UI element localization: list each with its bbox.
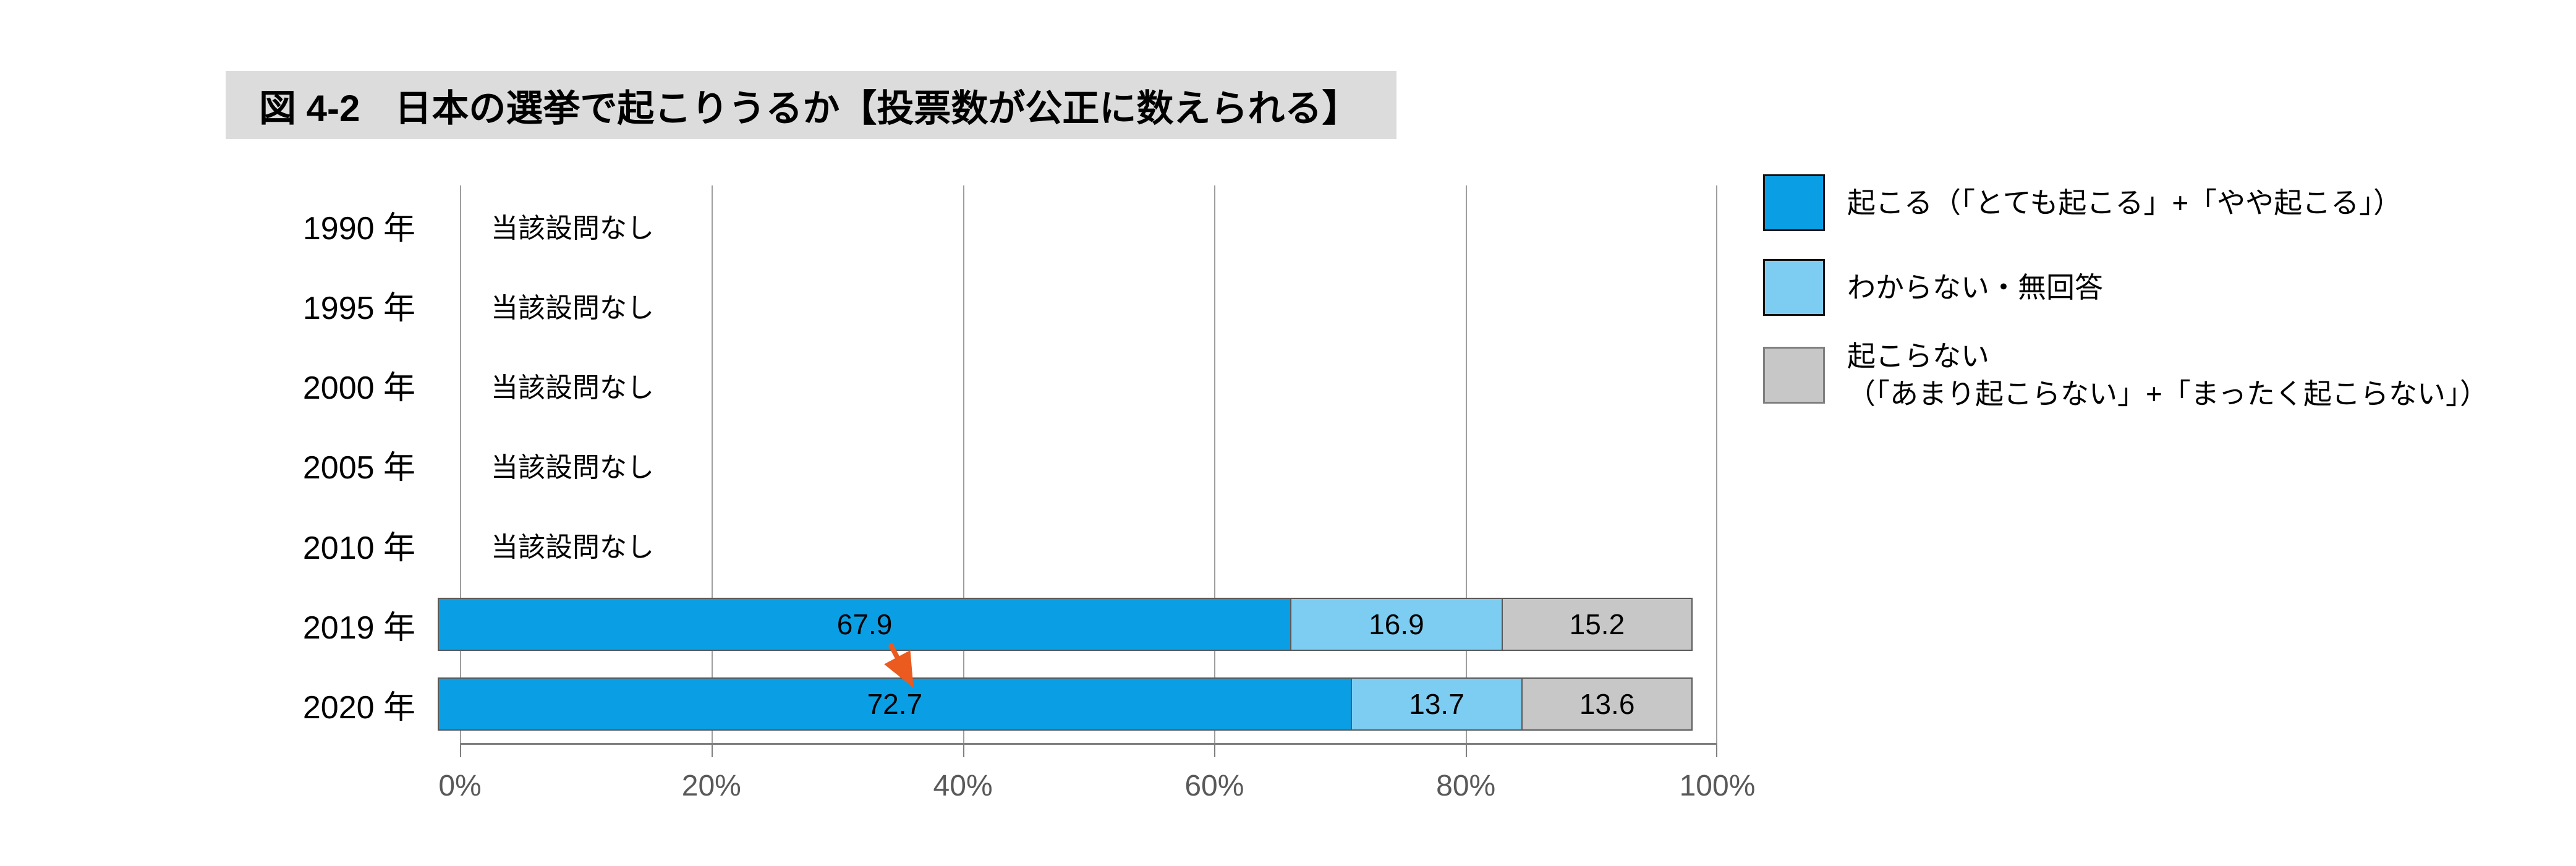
x-axis-tick xyxy=(1466,745,1468,757)
year-label: 2020 年 xyxy=(302,689,415,726)
year-label: 1990 年 xyxy=(302,211,415,247)
bar-value: 13.7 xyxy=(1409,688,1464,721)
chart-row-2005: 2005 年 当該設問なし xyxy=(0,425,1717,504)
gridline-100 xyxy=(1716,185,1717,744)
bar-value: 16.9 xyxy=(1369,608,1424,641)
bar-value: 15.2 xyxy=(1569,608,1625,641)
chart-row-2000: 2000 年 当該設問なし xyxy=(0,345,1717,425)
x-axis-tick xyxy=(1214,745,1216,757)
x-tick-label-100: 100% xyxy=(1679,770,1756,802)
legend-label-nothappen: 起こらない （「あまり起こらない」+「まったく起こらない」） xyxy=(1847,337,2488,412)
plot-area xyxy=(460,185,1717,757)
year-label: 2019 年 xyxy=(302,609,415,646)
legend-label-dontknow: わからない・無回答 xyxy=(1847,271,2103,304)
bar-segment-nothappen: 15.2 xyxy=(1501,598,1693,652)
no-data-label: 当該設問なし xyxy=(491,372,654,403)
year-label: 2000 年 xyxy=(302,370,415,407)
chart-title: 日本の選挙で起こりうるか【投票数が公正に数えられる】 xyxy=(394,87,1359,129)
chart-row-1995: 1995 年 当該設問なし xyxy=(0,265,1717,345)
legend-item-nothappen: 起こらない （「あまり起こらない」+「まったく起こらない」） xyxy=(1763,337,2488,412)
x-tick-label-80: 80% xyxy=(1436,770,1496,802)
stacked-bar-2019: 67.9 16.9 15.2 xyxy=(438,598,1695,652)
legend-item-dontknow: わからない・無回答 xyxy=(1763,259,2103,316)
legend-label-happen: 起こる（「とても起こる」+「やや起こる」） xyxy=(1847,186,2402,219)
figure-number: 図 4-2 xyxy=(259,87,360,129)
x-axis-line xyxy=(460,743,1717,745)
chart-row-1990: 1990 年 当該設問なし xyxy=(0,185,1717,265)
bar-segment-happen: 72.7 xyxy=(438,677,1352,731)
legend-item-happen: 起こる（「とても起こる」+「やや起こる」） xyxy=(1763,174,2402,231)
x-axis-tick xyxy=(1716,745,1717,757)
chart-title-bar: 図 4-2 日本の選挙で起こりうるか【投票数が公正に数えられる】 xyxy=(226,71,1396,139)
bar-value: 67.9 xyxy=(836,608,893,641)
x-tick-label-20: 20% xyxy=(681,770,741,802)
legend-swatch-dontknow xyxy=(1763,259,1825,316)
no-data-label: 当該設問なし xyxy=(491,452,654,483)
gridline-20 xyxy=(711,185,713,744)
no-data-label: 当該設問なし xyxy=(491,292,654,323)
bar-segment-happen: 67.9 xyxy=(438,598,1292,652)
legend-label-nothappen-line1: 起こらない xyxy=(1847,340,1989,372)
gridline-40 xyxy=(963,185,964,744)
x-axis-tick xyxy=(963,745,964,757)
bar-value: 13.6 xyxy=(1579,688,1635,721)
gridline-60 xyxy=(1214,185,1216,744)
year-label: 2005 年 xyxy=(302,450,415,486)
x-tick-label-0: 0% xyxy=(438,770,482,802)
bar-value: 72.7 xyxy=(867,688,923,721)
x-tick-label-60: 60% xyxy=(1184,770,1244,802)
no-data-label: 当該設問なし xyxy=(491,532,654,563)
year-label: 1995 年 xyxy=(302,291,415,327)
chart-row-2010: 2010 年 当該設問なし xyxy=(0,505,1717,585)
bar-segment-dontknow: 13.7 xyxy=(1350,677,1523,731)
bar-segment-nothappen: 13.6 xyxy=(1521,677,1693,731)
legend-swatch-nothappen xyxy=(1763,346,1825,404)
chart-row-2019: 2019 年 67.9 16.9 15.2 xyxy=(0,585,1717,664)
stacked-bar-2020: 72.7 13.7 13.6 xyxy=(438,677,1695,731)
x-tick-label-40: 40% xyxy=(933,770,993,802)
x-axis-tick xyxy=(711,745,713,757)
gridline-80 xyxy=(1466,185,1468,744)
chart-rows: 1990 年 当該設問なし 1995 年 当該設問なし 2000 年 当該設問な… xyxy=(0,185,1717,744)
no-data-label: 当該設問なし xyxy=(491,213,654,244)
legend-label-nothappen-line2: （「あまり起こらない」+「まったく起こらない」） xyxy=(1847,377,2489,410)
gridline-0 xyxy=(460,185,461,744)
x-axis-tick xyxy=(460,745,461,757)
bar-segment-dontknow: 16.9 xyxy=(1290,598,1503,652)
year-label: 2010 年 xyxy=(302,530,415,566)
legend-swatch-happen xyxy=(1763,174,1825,231)
chart-row-2020: 2020 年 72.7 13.7 13.6 xyxy=(0,664,1717,744)
